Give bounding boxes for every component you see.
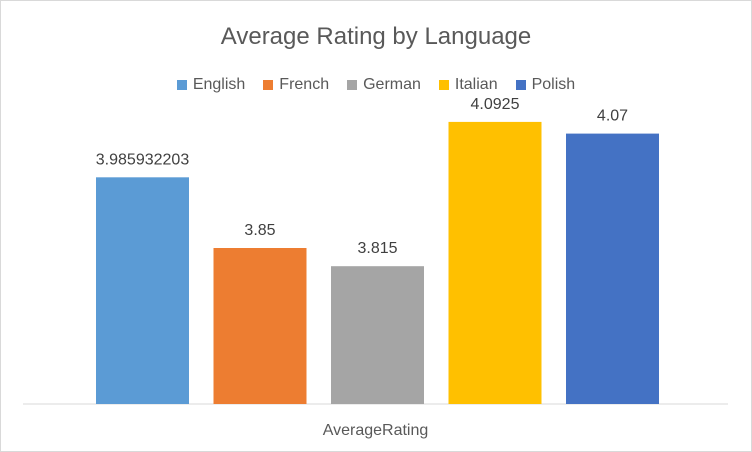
legend-label-polish: Polish — [531, 76, 576, 93]
legend: English French German Italian Polish — [1, 76, 751, 94]
data-label-polish: 4.07 — [597, 108, 628, 125]
legend-swatch-polish — [515, 80, 526, 90]
data-label-italian: 4.0925 — [471, 96, 520, 113]
legend-swatch-italian — [438, 80, 449, 90]
chart-title: Average Rating by Language — [220, 23, 532, 50]
legend-item-french: French — [263, 76, 329, 94]
legend-label-italian: Italian — [454, 76, 498, 93]
legend-item-english: English — [176, 76, 246, 94]
bar-french — [213, 248, 307, 404]
legend-item-italian: Italian — [438, 76, 498, 94]
bar-polish — [566, 133, 659, 404]
data-label-english: 3.985932203 — [96, 151, 190, 168]
bar-english — [96, 177, 189, 404]
legend-item-polish: Polish — [515, 76, 576, 94]
legend-swatch-french — [263, 80, 274, 90]
legend-item-german: German — [347, 76, 421, 94]
category-label: AverageRating — [323, 422, 429, 439]
bar-german — [331, 266, 424, 404]
legend-swatch-english — [176, 80, 187, 90]
data-label-german: 3.815 — [357, 240, 397, 257]
data-label-french: 3.85 — [244, 222, 275, 239]
legend-label-german: German — [363, 76, 421, 93]
bar-italian — [448, 121, 542, 405]
legend-swatch-german — [347, 80, 358, 90]
legend-label-french: French — [279, 76, 330, 93]
legend-label-english: English — [192, 76, 246, 93]
